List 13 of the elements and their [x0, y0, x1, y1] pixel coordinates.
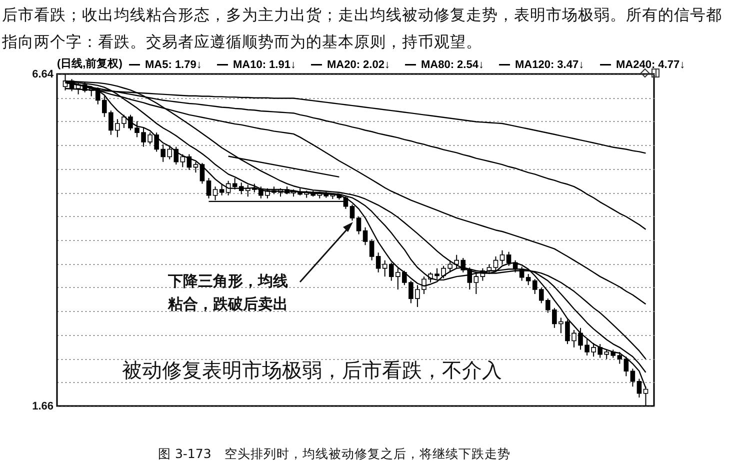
legend-label: MA20: 2.02↓	[327, 58, 390, 71]
legend-label: MA240: 4.77↓	[616, 58, 686, 71]
caption: 图 3-173 空头排列时，均线被动修复之后，将继续下跌走势	[158, 445, 510, 463]
legend-label: MA120: 3.47↓	[515, 58, 584, 71]
y-tick-label: 1.66	[32, 400, 54, 412]
annotation: 被动修复表明市场极弱，后市看跌，不介入	[122, 357, 502, 384]
legend-label: MA5: 1.79↓	[145, 58, 202, 71]
legend-label: MA10: 1.91↓	[233, 58, 296, 71]
y-tick-label: 6.64	[32, 68, 54, 80]
annotation: 下降三角形，均线粘合，跌破后卖出	[168, 271, 289, 316]
legend-label: MA80: 2.54↓	[421, 58, 484, 71]
legend-title: (日线,前复权)	[57, 57, 123, 70]
chart-subtitle: 后市看跌；收出均线粘合形态，多为主力出货；走出均线被动修复走势，表明市场极弱。所有的信号都指向两个字：看跌。交易者应遵循顺势而为的基本原则，持币观望。	[2, 5, 723, 53]
